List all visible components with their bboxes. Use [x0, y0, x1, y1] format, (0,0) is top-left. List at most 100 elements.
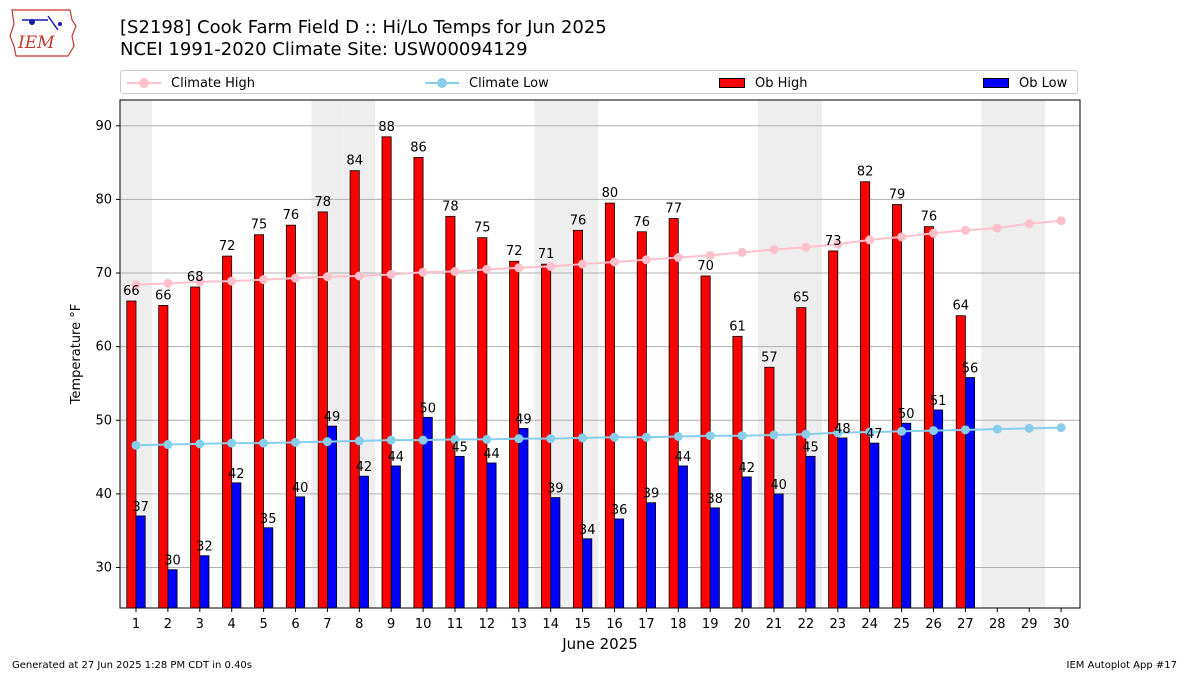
x-tick-label: 24: [861, 617, 878, 632]
ob-high-value-label: 88: [378, 120, 395, 135]
ob-high-bar: [222, 255, 233, 609]
ob-high-bar: [477, 237, 488, 609]
ob-low-value-label: 49: [515, 412, 532, 427]
ob-high-value-label: 57: [761, 350, 778, 365]
x-tick-label: 15: [574, 617, 591, 632]
ob-high-value-label: 72: [219, 239, 236, 254]
ob-low-value-label: 34: [579, 523, 596, 538]
climate-low-point: [291, 437, 300, 447]
ob-low-value-label: 40: [292, 481, 309, 496]
climate-high-point: [291, 273, 300, 283]
ob-high-value-label: 77: [665, 202, 682, 217]
x-tick-label: 11: [447, 617, 464, 632]
ob-high-value-label: 75: [474, 221, 491, 236]
ob-low-bar: [390, 465, 401, 609]
ob-low-swatch: [983, 78, 1009, 88]
ob-high-value-label: 70: [697, 259, 714, 274]
ob-low-value-label: 30: [164, 554, 181, 569]
ob-low-value-label: 44: [388, 450, 405, 465]
legend-label-ob-low: Ob Low: [1019, 75, 1068, 91]
climate-low-point: [897, 426, 907, 436]
climate-low-point: [418, 435, 428, 445]
climate-high-point: [801, 242, 811, 252]
ob-low-value-label: 50: [419, 401, 436, 416]
climate-low-point: [450, 434, 460, 444]
y-tick-label: 90: [95, 119, 112, 134]
legend-item-climate-high: Climate High: [127, 73, 255, 93]
ob-low-value-label: 32: [196, 540, 213, 555]
climate-high-point: [865, 235, 875, 245]
climate-low-point: [354, 436, 364, 446]
ob-high-bar: [636, 231, 647, 609]
climate-high-point: [673, 253, 683, 263]
climate-high-point: [992, 223, 1002, 233]
ob-high-bar: [573, 229, 584, 609]
generated-footer: Generated at 27 Jun 2025 1:28 PM CDT in …: [12, 660, 253, 671]
x-tick-label: 7: [323, 617, 331, 632]
climate-low-point: [673, 431, 683, 441]
climate-high-point: [131, 280, 141, 290]
x-tick-label: 6: [291, 617, 299, 632]
ob-high-value-label: 73: [825, 234, 842, 249]
iem-logo: IEM: [8, 6, 78, 60]
ob-high-bar: [860, 181, 871, 609]
x-tick-label: 3: [196, 617, 204, 632]
legend-label-ob-high: Ob High: [755, 75, 808, 91]
ob-low-value-label: 50: [898, 407, 915, 422]
ob-low-bar: [582, 538, 593, 609]
x-tick-label: 13: [511, 617, 528, 632]
climate-low-point: [929, 426, 938, 436]
ob-low-bar: [199, 555, 210, 609]
ob-high-value-label: 76: [634, 215, 651, 230]
climate-high-point: [769, 244, 779, 254]
iem-iowa-map-logo: IEM: [9, 9, 77, 57]
ob-low-bar: [326, 425, 337, 609]
legend-label-climate-low: Climate Low: [469, 75, 549, 91]
ob-low-value-label: 56: [962, 362, 979, 377]
ob-low-value-label: 36: [611, 503, 628, 518]
x-tick-label: 22: [798, 617, 815, 632]
ob-high-value-label: 66: [123, 284, 140, 299]
climate-low-point: [769, 430, 779, 440]
climate-high-point: [929, 228, 938, 238]
climate-high-point: [737, 247, 747, 257]
ob-high-value-label: 64: [953, 299, 970, 314]
ob-high-bar: [126, 300, 137, 609]
x-tick-label: 19: [702, 617, 719, 632]
climate-high-point: [578, 259, 588, 269]
ob-low-value-label: 42: [228, 467, 245, 482]
ob-high-value-label: 76: [570, 213, 587, 228]
climate-low-point: [833, 428, 843, 438]
ob-high-bar: [955, 315, 966, 609]
climate-high-point: [833, 239, 843, 249]
ob-high-value-label: 86: [410, 140, 427, 155]
chart-subtitle: NCEI 1991-2020 Climate Site: USW00094129: [120, 39, 528, 60]
climate-high-point: [195, 277, 205, 287]
climate-high-point: [450, 267, 460, 277]
x-axis-label: June 2025: [561, 635, 638, 653]
climate-low-point: [259, 438, 269, 448]
ob-low-bar: [677, 465, 688, 609]
x-tick-label: 17: [638, 617, 655, 632]
climate-high-point: [354, 271, 364, 281]
ob-low-value-label: 51: [930, 394, 947, 409]
ob-low-value-label: 42: [738, 461, 755, 476]
ob-low-bar: [167, 569, 178, 609]
climate-low-point: [960, 425, 970, 435]
climate-low-point: [801, 429, 811, 439]
climate-low-point: [1056, 423, 1066, 433]
climate-low-point: [131, 440, 141, 450]
ob-high-value-label: 68: [187, 270, 204, 285]
ob-low-value-label: 38: [707, 492, 724, 507]
ob-high-bar: [413, 157, 424, 609]
ob-low-bar: [646, 502, 657, 609]
x-tick-label: 14: [542, 617, 559, 632]
climate-low-point: [386, 435, 396, 445]
climate-high-point: [418, 267, 428, 277]
ob-low-bar: [837, 437, 848, 609]
ob-low-bar: [741, 476, 752, 609]
x-tick-label: 28: [989, 617, 1006, 632]
ob-low-value-label: 45: [451, 440, 468, 455]
ob-low-value-label: 47: [866, 427, 883, 442]
